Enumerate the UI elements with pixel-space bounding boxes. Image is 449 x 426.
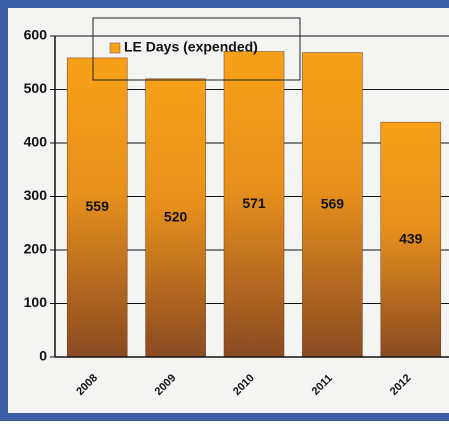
y-tick-label: 300 — [24, 187, 48, 203]
y-tick-label: 200 — [24, 241, 48, 257]
bar — [66, 57, 128, 358]
y-tick-label: 400 — [24, 134, 48, 150]
y-tick-label: 500 — [24, 80, 48, 96]
bar — [223, 51, 285, 358]
legend-label: LE Days (expended) — [124, 39, 258, 55]
data-label: 571 — [242, 195, 266, 211]
bar — [302, 52, 363, 358]
y-tick-label: 600 — [24, 27, 48, 43]
data-label: 559 — [86, 198, 110, 214]
bar — [145, 78, 206, 358]
legend-swatch — [109, 42, 121, 54]
legend-box — [92, 17, 301, 81]
data-label: 569 — [321, 195, 345, 211]
data-label: 439 — [399, 230, 423, 246]
data-label: 520 — [164, 209, 188, 225]
y-tick-label: 0 — [39, 348, 47, 364]
y-tick-label: 100 — [24, 294, 48, 310]
